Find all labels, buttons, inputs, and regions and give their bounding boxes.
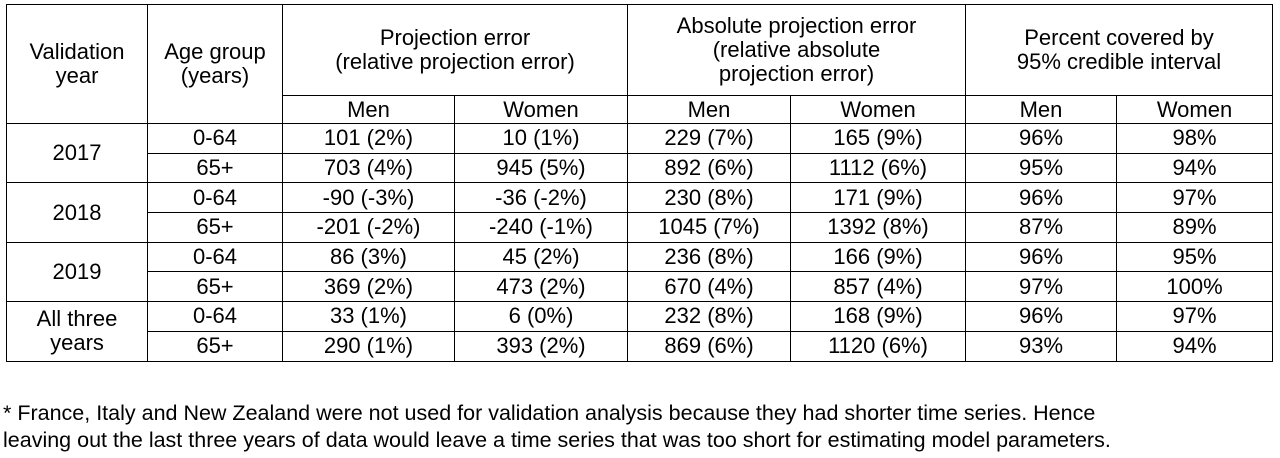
table-cell: -90 (-3%)	[282, 182, 455, 214]
table-cell: 86 (3%)	[282, 241, 455, 273]
age-group-cell: 0-64	[147, 123, 283, 154]
header-line: Projection error	[379, 25, 531, 50]
table-body: 2017 0-64 101 (2%) 10 (1%) 229 (7%) 165 …	[6, 122, 1274, 362]
header-line: Age group	[164, 39, 266, 64]
validation-year-cell: All three years	[6, 301, 148, 362]
table-cell: 6 (0%)	[453, 301, 629, 332]
table-cell: 869 (6%)	[627, 330, 792, 362]
age-group-cell: 0-64	[147, 301, 283, 332]
table-row: All three years 0-64 33 (1%) 6 (0%) 232 …	[6, 301, 1274, 362]
header-projection-error: Projection error (relative projection er…	[281, 4, 629, 96]
subheader-row: Men Women Men Women Men Women	[7, 95, 1274, 124]
age-group-cell: 65+	[147, 271, 283, 303]
header-line: year	[55, 63, 99, 88]
subheader-men: Men	[965, 95, 1118, 124]
footnote-line: * France, Italy and New Zealand were not…	[3, 401, 1096, 425]
table-cell: 290 (1%)	[282, 330, 455, 362]
table-cell: 369 (2%)	[282, 271, 455, 303]
table-cell: 87%	[965, 212, 1118, 243]
table-row: 65+ -201 (-2%) -240 (-1%) 1045 (7%) 1392…	[7, 212, 1274, 243]
header-line: projection error)	[718, 61, 875, 86]
table-row: 2017 0-64 101 (2%) 10 (1%) 229 (7%) 165 …	[6, 122, 1274, 184]
header-row: Validation year Age group (years) Projec…	[6, 4, 1274, 124]
validation-table: Validation year Age group (years) Projec…	[6, 4, 1274, 362]
header-absolute-projection-error: Absolute projection error (relative abso…	[627, 4, 967, 96]
header-validation-year: Validation year	[6, 4, 148, 124]
table-row: 2019 0-64 86 (3%) 45 (2%) 236 (8%) 166 (…	[6, 241, 1274, 303]
table-cell: 945 (5%)	[453, 152, 629, 184]
header-line: Percent covered by	[1024, 25, 1214, 50]
table-cell: 96%	[965, 182, 1118, 214]
table-cell: 1045 (7%)	[627, 212, 792, 243]
table-cell: 97%	[965, 271, 1118, 303]
table-cell: 97%	[1116, 301, 1274, 332]
header-line: (relative absolute	[712, 37, 881, 62]
table-row: 65+ 290 (1%) 393 (2%) 869 (6%) 1120 (6%)…	[7, 330, 1274, 362]
table-row: 65+ 703 (4%) 945 (5%) 892 (6%) 1112 (6%)…	[7, 152, 1274, 184]
table-footnote: * France, Italy and New Zealand were not…	[3, 400, 1279, 454]
header-percent-covered: Percent covered by 95% credible interval	[965, 4, 1274, 96]
subheader-men: Men	[627, 95, 792, 124]
table-cell: 97%	[1116, 182, 1274, 214]
table-cell: 1120 (6%)	[790, 330, 967, 362]
header-line: 95% credible interval	[1016, 49, 1222, 74]
table-row: 2018 0-64 -90 (-3%) -36 (-2%) 230 (8%) 1…	[6, 182, 1274, 243]
table-cell: 473 (2%)	[453, 271, 629, 303]
table-cell: 45 (2%)	[453, 241, 629, 273]
table-cell: 171 (9%)	[790, 182, 967, 214]
table-cell: 100%	[1116, 271, 1274, 303]
table-cell: 236 (8%)	[627, 241, 792, 273]
table-cell: 703 (4%)	[282, 152, 455, 184]
table-cell: 393 (2%)	[453, 330, 629, 362]
table-cell: -201 (-2%)	[282, 212, 455, 243]
header-line: (relative projection error)	[335, 49, 575, 74]
table-cell: 93%	[965, 330, 1118, 362]
age-group-cell: 0-64	[147, 241, 283, 273]
table-cell: 96%	[965, 123, 1118, 154]
table-cell: 165 (9%)	[790, 123, 967, 154]
table-cell: 89%	[1116, 212, 1274, 243]
validation-year-cell: 2018	[6, 182, 148, 243]
table-cell: 1112 (6%)	[790, 152, 967, 184]
age-group-cell: 65+	[147, 152, 283, 184]
table-cell: 857 (4%)	[790, 271, 967, 303]
table-cell: 166 (9%)	[790, 241, 967, 273]
footnote-line: leaving out the last three years of data…	[3, 428, 1111, 452]
table-cell: 95%	[1116, 241, 1274, 273]
table-cell: 168 (9%)	[790, 301, 967, 332]
table-cell: 670 (4%)	[627, 271, 792, 303]
table-cell: 95%	[965, 152, 1118, 184]
subheader-women: Women	[790, 95, 967, 124]
subheader-men: Men	[282, 95, 455, 124]
table-cell: 232 (8%)	[627, 301, 792, 332]
table-cell: 94%	[1116, 152, 1274, 184]
table-cell: 229 (7%)	[627, 123, 792, 154]
header-line: Absolute projection error	[676, 13, 917, 38]
table-cell: 892 (6%)	[627, 152, 792, 184]
table-cell: 94%	[1116, 330, 1274, 362]
subheader-women: Women	[453, 95, 629, 124]
age-group-cell: 65+	[147, 330, 283, 362]
header-line: (years)	[180, 63, 250, 88]
table-cell: 1392 (8%)	[790, 212, 967, 243]
table-cell: 101 (2%)	[282, 123, 455, 154]
table-cell: 98%	[1116, 123, 1274, 154]
table-cell: 96%	[965, 301, 1118, 332]
table-cell: -36 (-2%)	[453, 182, 629, 214]
header-line: Validation	[29, 39, 125, 64]
table-cell: 10 (1%)	[453, 123, 629, 154]
table-cell: 33 (1%)	[282, 301, 455, 332]
table-cell: 96%	[965, 241, 1118, 273]
header-age-group: Age group (years)	[147, 4, 283, 124]
table-row: 65+ 369 (2%) 473 (2%) 670 (4%) 857 (4%) …	[7, 271, 1274, 303]
age-group-cell: 65+	[147, 212, 283, 243]
subheader-women: Women	[1116, 95, 1274, 124]
age-group-cell: 0-64	[147, 182, 283, 214]
table-cell: 230 (8%)	[627, 182, 792, 214]
table-cell: -240 (-1%)	[453, 212, 629, 243]
validation-year-cell: 2019	[6, 241, 148, 303]
validation-year-cell: 2017	[6, 122, 148, 184]
